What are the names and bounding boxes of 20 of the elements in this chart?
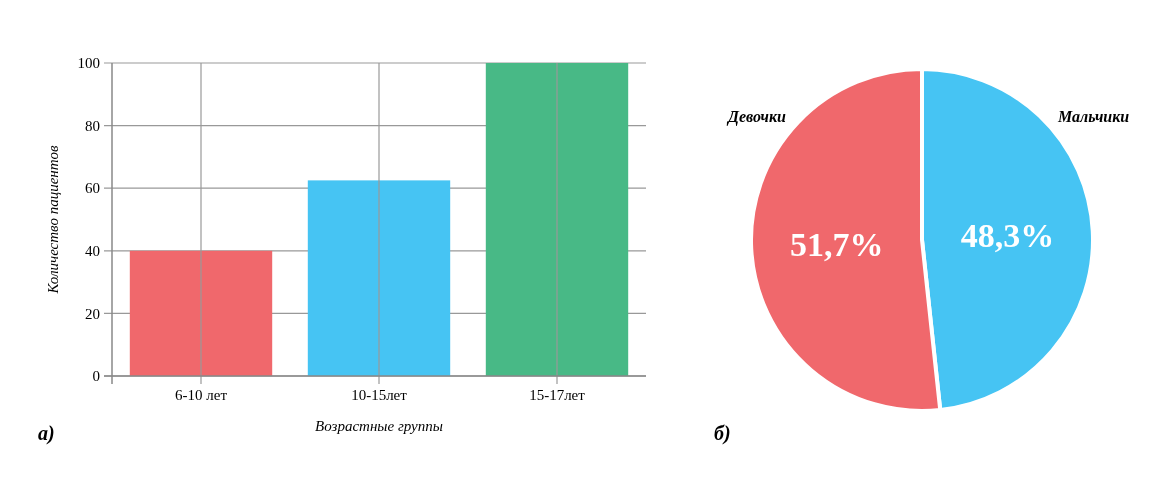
data-label: 51,7% [789, 226, 884, 264]
x-axis-title: Возрастные группы [315, 418, 443, 434]
x-tick-label: 10-15лет [351, 387, 408, 403]
y-axis-title: Количество пациентов [45, 144, 61, 295]
slice-label: Мальчики [1057, 108, 1130, 125]
slice-label: Девочки [726, 108, 787, 126]
data-label: 48,3% [960, 217, 1055, 255]
y-tick-label: 100 [77, 55, 100, 72]
x-tick-label: 15-17лет [529, 387, 586, 403]
bar [129, 250, 273, 376]
bar [485, 63, 629, 376]
y-tick-label: 20 [85, 305, 100, 322]
text: б) [714, 422, 731, 445]
y-tick-label: 60 [85, 180, 100, 197]
bar [307, 180, 451, 376]
y-tick-label: 0 [92, 368, 100, 385]
text: а) [38, 422, 55, 445]
x-tick-label: 6-10 лет [175, 387, 228, 403]
y-tick-label: 40 [85, 243, 100, 260]
y-tick-label: 80 [85, 117, 100, 134]
